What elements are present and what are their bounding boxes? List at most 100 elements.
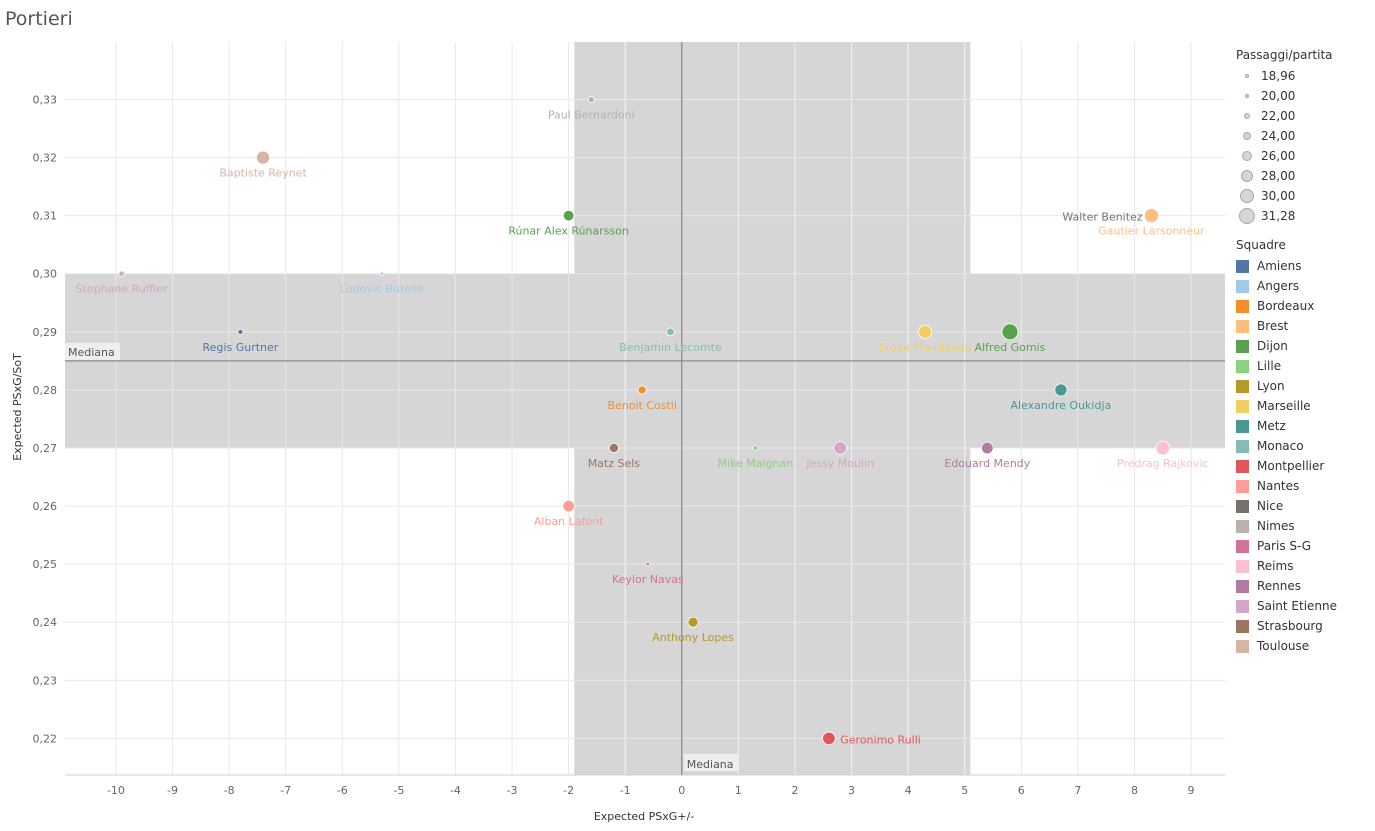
median-x-label-bg [683,754,739,771]
color-legend-label: Angers [1257,279,1299,293]
x-tick-label: -4 [450,784,461,797]
color-legend-item[interactable]: Paris S-G [1236,536,1371,556]
size-legend-item: 28,00 [1236,166,1371,186]
size-legend-item: 22,00 [1236,106,1371,126]
median-lines: Mediana Mediana [65,42,1225,775]
color-legend-label: Saint Etienne [1257,599,1338,613]
color-legend-item[interactable]: Nantes [1236,476,1371,496]
point-label: Steve Mandanda [879,341,971,354]
data-point [666,327,675,337]
point-label: Predrag Rajkovic [1117,457,1209,470]
point-label: Walter Benitez [1062,211,1142,224]
size-legend-circle-icon [1236,74,1258,78]
point-label: Paul Bernardoni [548,109,635,122]
data-point [752,445,759,451]
x-tick-label: 4 [905,784,912,797]
color-legend-label: Lyon [1257,379,1285,393]
size-legend-circle-icon [1236,150,1258,162]
color-swatch-icon [1236,319,1249,333]
color-legend-item[interactable]: Brest [1236,316,1371,336]
y-tick-label: 0,26 [33,500,58,513]
data-point [1143,208,1159,224]
size-legend-label: 26,00 [1261,149,1296,163]
point-label: Rúnar Alex Rúnarsson [508,225,629,238]
point-label: Alban Lafont [534,515,604,528]
point-label: Alexandre Oukidja [1011,399,1112,412]
color-legend-label: Toulouse [1257,639,1310,653]
size-legend-item: 20,00 [1236,86,1371,106]
x-tick-label: -3 [507,784,518,797]
x-tick-label: -7 [280,784,291,797]
x-tick-label: 5 [961,784,968,797]
x-tick-label: 0 [678,784,685,797]
color-legend-label: Paris S-G [1257,539,1312,553]
size-legend-circle-icon [1236,131,1258,141]
median-band-vertical [574,42,971,775]
x-tick-label: -1 [620,784,631,797]
color-legend-item[interactable]: Saint Etienne [1236,596,1371,616]
y-tick-label: 0,32 [33,152,58,165]
y-tick-label: 0,25 [33,558,58,571]
color-swatch-icon [1236,399,1249,413]
color-swatch-icon [1236,259,1249,273]
size-legend-label: 30,00 [1261,189,1296,203]
color-swatch-icon [1236,579,1249,593]
point-labels: Paul Bernardoni Baptiste Reynet Rúnar Alex… [76,109,1209,747]
color-swatch-icon [1236,459,1249,473]
color-legend-item[interactable]: Reims [1236,556,1371,576]
color-legend-label: Metz [1257,419,1286,433]
x-tick-label: -10 [107,784,125,797]
color-legend-item[interactable]: Dijon [1236,336,1371,356]
y-tick-label: 0,31 [33,210,58,223]
size-legend-item: 31,28 [1236,206,1371,226]
median-y-label: Mediana [68,346,115,359]
color-legend-item[interactable]: Metz [1236,416,1371,436]
x-tick-label: 9 [1188,784,1195,797]
color-legend-item[interactable]: Lyon [1236,376,1371,396]
size-legend-circle-icon [1236,208,1258,224]
color-legend-item[interactable]: Monaco [1236,436,1371,456]
point-label: Mike Maignan [717,457,793,470]
y-tick-label: 0,29 [33,326,58,339]
color-legend: Amiens Angers Bordeaux Brest Dijon Lille Lyon M… [1236,256,1371,656]
point-label: Anthony Lopes [652,631,734,644]
size-legend-label: 28,00 [1261,169,1296,183]
point-label: Geronimo Rulli [840,733,921,746]
size-legend-label: 31,28 [1261,209,1296,223]
color-legend-item[interactable]: Strasbourg [1236,616,1371,636]
color-legend-item[interactable]: Lille [1236,356,1371,376]
color-legend-label: Brest [1257,319,1289,333]
data-point [379,271,385,276]
data-point [562,209,575,222]
color-legend-item[interactable]: Marseille [1236,396,1371,416]
color-legend-item[interactable]: Toulouse [1236,636,1371,656]
y-axis-ticks: 0,22 0,23 0,24 0,25 0,26 0,27 0,28 0,29 0,30 0,31… [33,94,58,746]
color-legend-item[interactable]: Angers [1236,276,1371,296]
size-legend-circle-icon [1236,93,1258,99]
point-label: Alfred Gomis [975,341,1046,354]
size-legend-label: 18,96 [1261,69,1296,83]
color-swatch-icon [1236,419,1249,433]
color-legend-label: Rennes [1257,579,1302,593]
color-legend-item[interactable]: Bordeaux [1236,296,1371,316]
data-point [1054,383,1068,397]
data-point [918,324,933,339]
color-legend-item[interactable]: Nimes [1236,516,1371,536]
color-legend-item[interactable]: Amiens [1236,256,1371,276]
chart-title: Portieri [5,8,73,30]
point-label: Edouard Mendy [944,457,1030,470]
color-swatch-icon [1236,499,1249,513]
x-tick-label: 7 [1074,784,1081,797]
point-label: Baptiste Reynet [219,167,307,180]
color-legend-label: Marseille [1257,399,1311,413]
color-legend-item[interactable]: Montpellier [1236,456,1371,476]
color-legend-item[interactable]: Nice [1236,496,1371,516]
data-point [608,443,619,453]
color-legend-item[interactable]: Rennes [1236,576,1371,596]
color-legend-label: Lille [1257,359,1282,373]
y-tick-label: 0,24 [33,616,58,629]
color-legend-label: Dijon [1257,339,1288,353]
size-legend: 18,96 20,00 22,00 24,00 26,00 28,00 30,00 31,28 [1236,66,1371,226]
y-tick-label: 0,33 [33,94,58,107]
